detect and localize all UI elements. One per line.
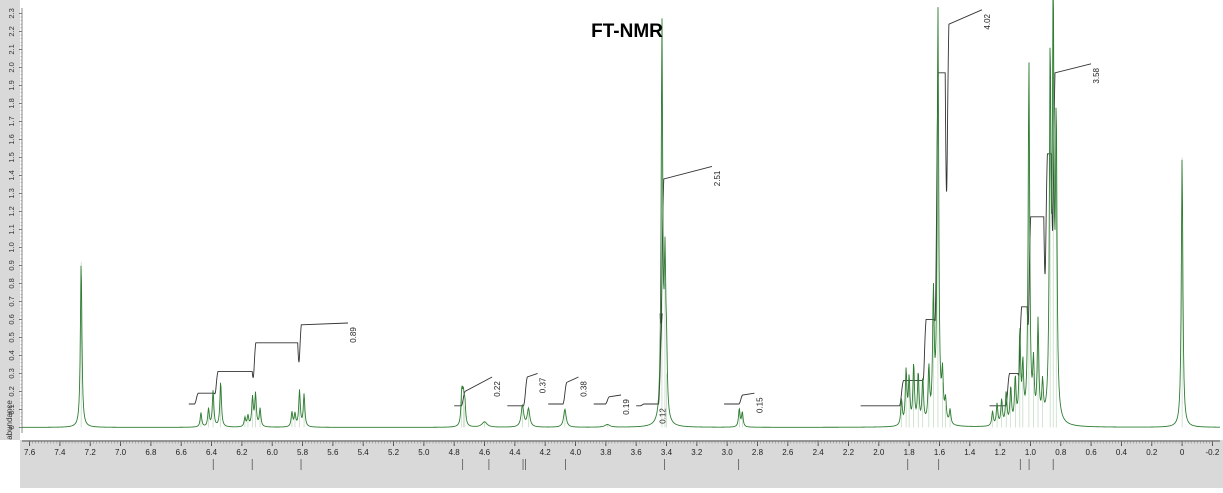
- integral-label: 0.89: [349, 327, 358, 343]
- x-tick-label: 3.2: [691, 448, 703, 457]
- integral-curve: [594, 395, 621, 404]
- x-tick-label: 7.2: [85, 448, 97, 457]
- integral-label: 0.12: [659, 408, 668, 424]
- y-tick-label: 1.6: [7, 134, 16, 144]
- y-tick-label: 0.4: [7, 350, 16, 360]
- y-tick-label: 0.3: [7, 368, 16, 378]
- integral-label: 4.02: [983, 13, 992, 29]
- x-tick-label: -0.2: [1206, 448, 1220, 457]
- x-tick-label: 5.8: [297, 448, 309, 457]
- x-tick-label: 5.0: [418, 448, 430, 457]
- x-tick-label: 2.6: [782, 448, 794, 457]
- integral-curve: [861, 10, 982, 406]
- x-tick-label: 6.4: [206, 448, 218, 457]
- integral-label: 0.19: [622, 399, 631, 415]
- spectrum-line: [22, 0, 1220, 427]
- y-axis-label: abundance: [5, 400, 14, 440]
- integral-label: 3.58: [1092, 67, 1101, 83]
- integral-curves: 0.89 0.22 0.37 0.38 0.19 0.12 2.51 0.15 4.02 3.58: [189, 10, 1101, 424]
- y-tick-label: 1.2: [7, 206, 16, 216]
- x-tick-label: 3.4: [661, 448, 673, 457]
- x-tick-label: 1.2: [995, 448, 1007, 457]
- y-tick-label: 1.1: [7, 224, 16, 234]
- integral-label: 0.22: [493, 381, 502, 397]
- y-tick-label: 0.5: [7, 332, 16, 342]
- x-tick-label: 4.0: [570, 448, 582, 457]
- y-tick-label: 1.4: [7, 170, 16, 180]
- x-tick-label: 5.4: [358, 448, 370, 457]
- x-tick-label: 6.0: [267, 448, 279, 457]
- x-tick-label: 6.2: [236, 448, 248, 457]
- x-tick-label: 6.8: [145, 448, 157, 457]
- x-tick-label: 3.6: [631, 448, 643, 457]
- x-tick-label: 0.6: [1086, 448, 1098, 457]
- x-tick-label: 7.6: [24, 448, 36, 457]
- x-tick-label: 5.6: [327, 448, 339, 457]
- integral-curve: [636, 404, 657, 406]
- x-tick-label: 1.4: [964, 448, 976, 457]
- y-tick-label: 1.5: [7, 152, 16, 162]
- x-tick-label: 7.4: [54, 448, 66, 457]
- x-tick-label: 0.2: [1146, 448, 1158, 457]
- y-tick-label: 0.8: [7, 278, 16, 288]
- integral-label: 0.37: [539, 377, 548, 393]
- y-tick-label: 2.3: [7, 8, 16, 18]
- integral-curve: [548, 377, 578, 404]
- integral-label: 2.51: [713, 170, 722, 186]
- x-tick-label: 1.6: [934, 448, 946, 457]
- y-tick-label: 0.6: [7, 314, 16, 324]
- y-tick-label: 1.7: [7, 116, 16, 126]
- y-tick-label: 0.7: [7, 296, 16, 306]
- integral-curve: [990, 64, 1092, 406]
- x-tick-label: 2.2: [843, 448, 855, 457]
- x-tick-label: 0.8: [1055, 448, 1067, 457]
- x-tick-label: 4.2: [540, 448, 552, 457]
- x-tick-label: 2.0: [873, 448, 885, 457]
- y-tick-label: 2.0: [7, 62, 16, 72]
- x-tick-label: 4.4: [509, 448, 521, 457]
- x-tick-label: 3.0: [722, 448, 734, 457]
- y-tick-label: 1.9: [7, 80, 16, 90]
- axis-lines: [22, 8, 1220, 441]
- integral-label: 0.38: [580, 381, 589, 397]
- x-tick-label: 5.2: [388, 448, 400, 457]
- y-tick-label: 1.0: [7, 242, 16, 252]
- x-tick-label: 6.6: [176, 448, 188, 457]
- x-tick-label: 3.8: [600, 448, 612, 457]
- x-tick-label: 4.8: [449, 448, 461, 457]
- x-tick-label: 0.4: [1116, 448, 1128, 457]
- x-tick-label: 4.6: [479, 448, 491, 457]
- x-tick-label: 2.4: [813, 448, 825, 457]
- x-axis-panel: [20, 440, 1223, 488]
- integral-label: 0.15: [756, 397, 765, 413]
- y-tick-label: 1.8: [7, 98, 16, 108]
- spectrum-trace: [22, 0, 1220, 427]
- y-tick-label: 2.2: [7, 26, 16, 36]
- y-tick-label: 0.2: [7, 386, 16, 396]
- x-tick-label: 7.0: [115, 448, 127, 457]
- y-tick-label: 1.3: [7, 188, 16, 198]
- y-tick-label: 2.1: [7, 44, 16, 54]
- x-tick-label: 2.8: [752, 448, 764, 457]
- x-tick-label: 1.0: [1025, 448, 1037, 457]
- x-tick-label: 1.8: [904, 448, 916, 457]
- y-tick-label: 0.9: [7, 260, 16, 270]
- x-tick-label: 0: [1180, 448, 1185, 457]
- integral-curve: [454, 377, 492, 406]
- integral-curve: [507, 373, 537, 405]
- chart-title: FT-NMR: [591, 21, 663, 42]
- integral-curve: [724, 393, 754, 404]
